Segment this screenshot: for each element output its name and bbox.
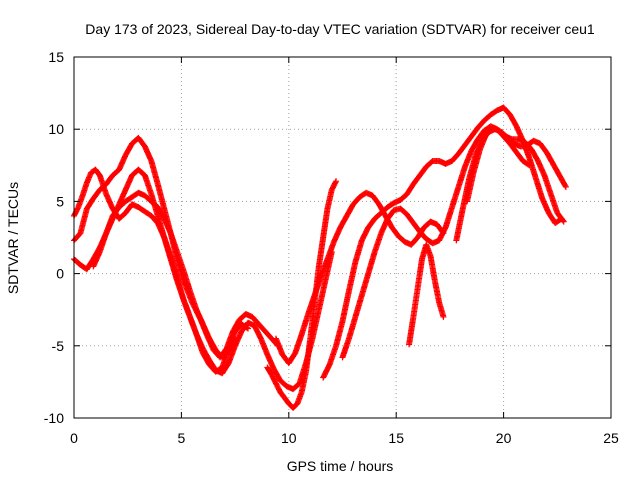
x-tick-label: 20 [496,430,512,446]
chart-title: Day 173 of 2023, Sidereal Day-to-day VTE… [85,21,595,37]
data-point [562,183,569,190]
x-tick-label: 15 [388,430,404,446]
data-point [526,162,533,169]
series-arc-11 [464,124,567,225]
y-tick-label: -10 [44,410,64,426]
y-tick-label: 0 [56,266,64,282]
series-arc-4 [90,189,239,361]
series-arc-6 [272,189,447,367]
data-point [525,161,532,168]
data-point [333,178,340,185]
data-point [560,218,567,225]
x-tick-label: 5 [178,430,186,446]
y-tick-label: 15 [48,49,64,65]
y-tick-label: 5 [56,193,64,209]
data-point [562,182,569,189]
data-points [71,104,569,411]
data-point [232,335,239,342]
data-point [332,179,339,186]
series-arc-8 [339,123,533,361]
x-tick-label: 10 [281,430,297,446]
data-point [559,217,566,224]
series-arc-9 [406,241,447,348]
y-axis-label: SDTVAR / TECUs [5,182,21,294]
x-tick-label: 0 [70,430,78,446]
y-tick-label: 10 [48,121,64,137]
axis-ticks: 0 5 10 15 20 25 -10 -5 0 5 10 15 [44,49,619,446]
x-tick-label: 25 [603,430,619,446]
x-axis-label: GPS time / hours [287,458,394,474]
data-point [440,313,447,320]
grid [74,57,611,418]
plot-frame [73,56,612,419]
y-tick-label: -5 [52,338,65,354]
